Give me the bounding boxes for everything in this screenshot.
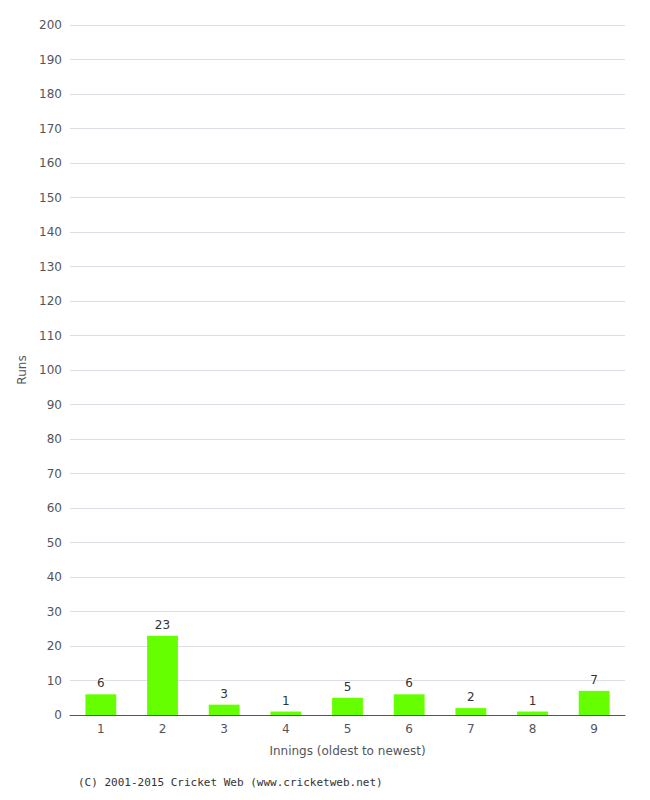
svg-text:190: 190 [39, 53, 62, 67]
svg-text:6: 6 [405, 676, 413, 690]
svg-text:6: 6 [405, 722, 413, 736]
svg-text:1: 1 [282, 694, 290, 708]
svg-text:180: 180 [39, 87, 62, 101]
svg-text:2: 2 [159, 722, 167, 736]
svg-text:(C) 2001-2015 Cricket Web (www: (C) 2001-2015 Cricket Web (www.cricketwe… [78, 776, 383, 789]
svg-text:150: 150 [39, 191, 62, 205]
svg-text:5: 5 [344, 680, 352, 694]
svg-text:50: 50 [47, 536, 62, 550]
svg-text:9: 9 [590, 722, 598, 736]
svg-text:30: 30 [47, 605, 62, 619]
svg-text:130: 130 [39, 260, 62, 274]
svg-text:7: 7 [590, 673, 598, 687]
svg-text:90: 90 [47, 398, 62, 412]
svg-text:20: 20 [47, 639, 62, 653]
svg-text:170: 170 [39, 122, 62, 136]
svg-text:2: 2 [467, 690, 475, 704]
svg-text:10: 10 [47, 674, 62, 688]
svg-text:60: 60 [47, 501, 62, 515]
svg-text:70: 70 [47, 467, 62, 481]
svg-text:40: 40 [47, 570, 62, 584]
svg-text:1: 1 [97, 722, 105, 736]
svg-text:140: 140 [39, 225, 62, 239]
svg-text:1: 1 [529, 694, 537, 708]
svg-text:8: 8 [529, 722, 537, 736]
svg-text:7: 7 [467, 722, 475, 736]
svg-text:100: 100 [39, 363, 62, 377]
svg-text:Innings (oldest to newest): Innings (oldest to newest) [269, 744, 425, 758]
svg-text:110: 110 [39, 329, 62, 343]
svg-text:0: 0 [54, 708, 62, 722]
svg-text:5: 5 [344, 722, 352, 736]
svg-text:23: 23 [155, 618, 170, 632]
svg-text:3: 3 [220, 722, 228, 736]
svg-text:6: 6 [97, 676, 105, 690]
svg-text:3: 3 [220, 687, 228, 701]
svg-text:4: 4 [282, 722, 290, 736]
svg-text:160: 160 [39, 156, 62, 170]
svg-text:200: 200 [39, 18, 62, 32]
svg-text:80: 80 [47, 432, 62, 446]
svg-text:Runs: Runs [15, 355, 29, 384]
svg-text:120: 120 [39, 294, 62, 308]
